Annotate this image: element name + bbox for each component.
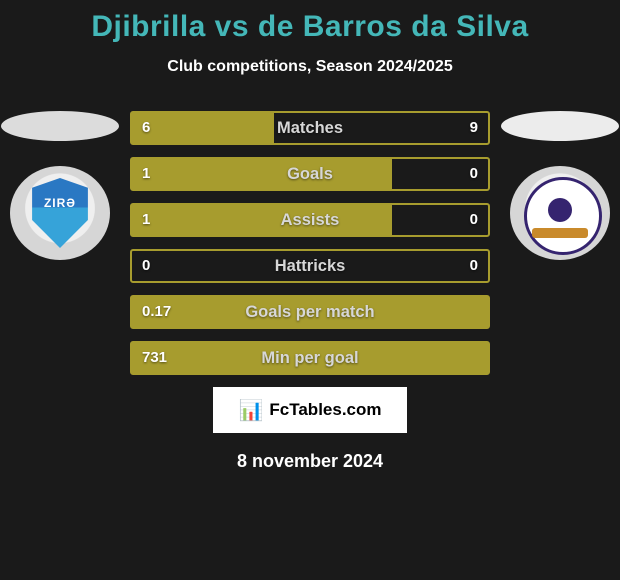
left-team-crest: ZIRƏ bbox=[10, 166, 110, 260]
stat-label: Min per goal bbox=[132, 343, 488, 373]
left-team-column: ZIRƏ bbox=[0, 111, 120, 260]
stat-label: Hattricks bbox=[132, 251, 488, 281]
stat-label: Goals bbox=[132, 159, 488, 189]
footer-date: 8 november 2024 bbox=[0, 451, 620, 472]
branding-text: FcTables.com bbox=[269, 400, 381, 420]
left-player-ellipse bbox=[1, 111, 119, 141]
stat-row: 00Hattricks bbox=[130, 249, 490, 283]
chart-icon: 📊 bbox=[238, 398, 263, 423]
stats-bars: 69Matches 10Goals 10Assists 00Hattricks 0.17… bbox=[130, 111, 490, 375]
stat-row: 0.17Goals per match bbox=[130, 295, 490, 329]
stat-row: 69Matches bbox=[130, 111, 490, 145]
stat-label: Assists bbox=[132, 205, 488, 235]
right-team-column bbox=[500, 111, 620, 260]
right-crest-center-icon bbox=[548, 198, 572, 222]
right-team-crest bbox=[510, 166, 610, 260]
stat-row: 10Goals bbox=[130, 157, 490, 191]
stat-label: Goals per match bbox=[132, 297, 488, 327]
right-player-ellipse bbox=[501, 111, 619, 141]
right-crest-ribbon-icon bbox=[532, 228, 588, 238]
comparison-area: ZIRƏ 69Matches 10Goals 10Assists 00Hattrick… bbox=[0, 111, 620, 472]
page-subtitle: Club competitions, Season 2024/2025 bbox=[0, 58, 620, 76]
left-team-crest-label: ZIRƏ bbox=[10, 196, 110, 210]
stat-label: Matches bbox=[132, 113, 488, 143]
stat-row: 731Min per goal bbox=[130, 341, 490, 375]
page-title: Djibrilla vs de Barros da Silva bbox=[0, 0, 620, 44]
branding-box: 📊 FcTables.com bbox=[213, 387, 407, 433]
stat-row: 10Assists bbox=[130, 203, 490, 237]
